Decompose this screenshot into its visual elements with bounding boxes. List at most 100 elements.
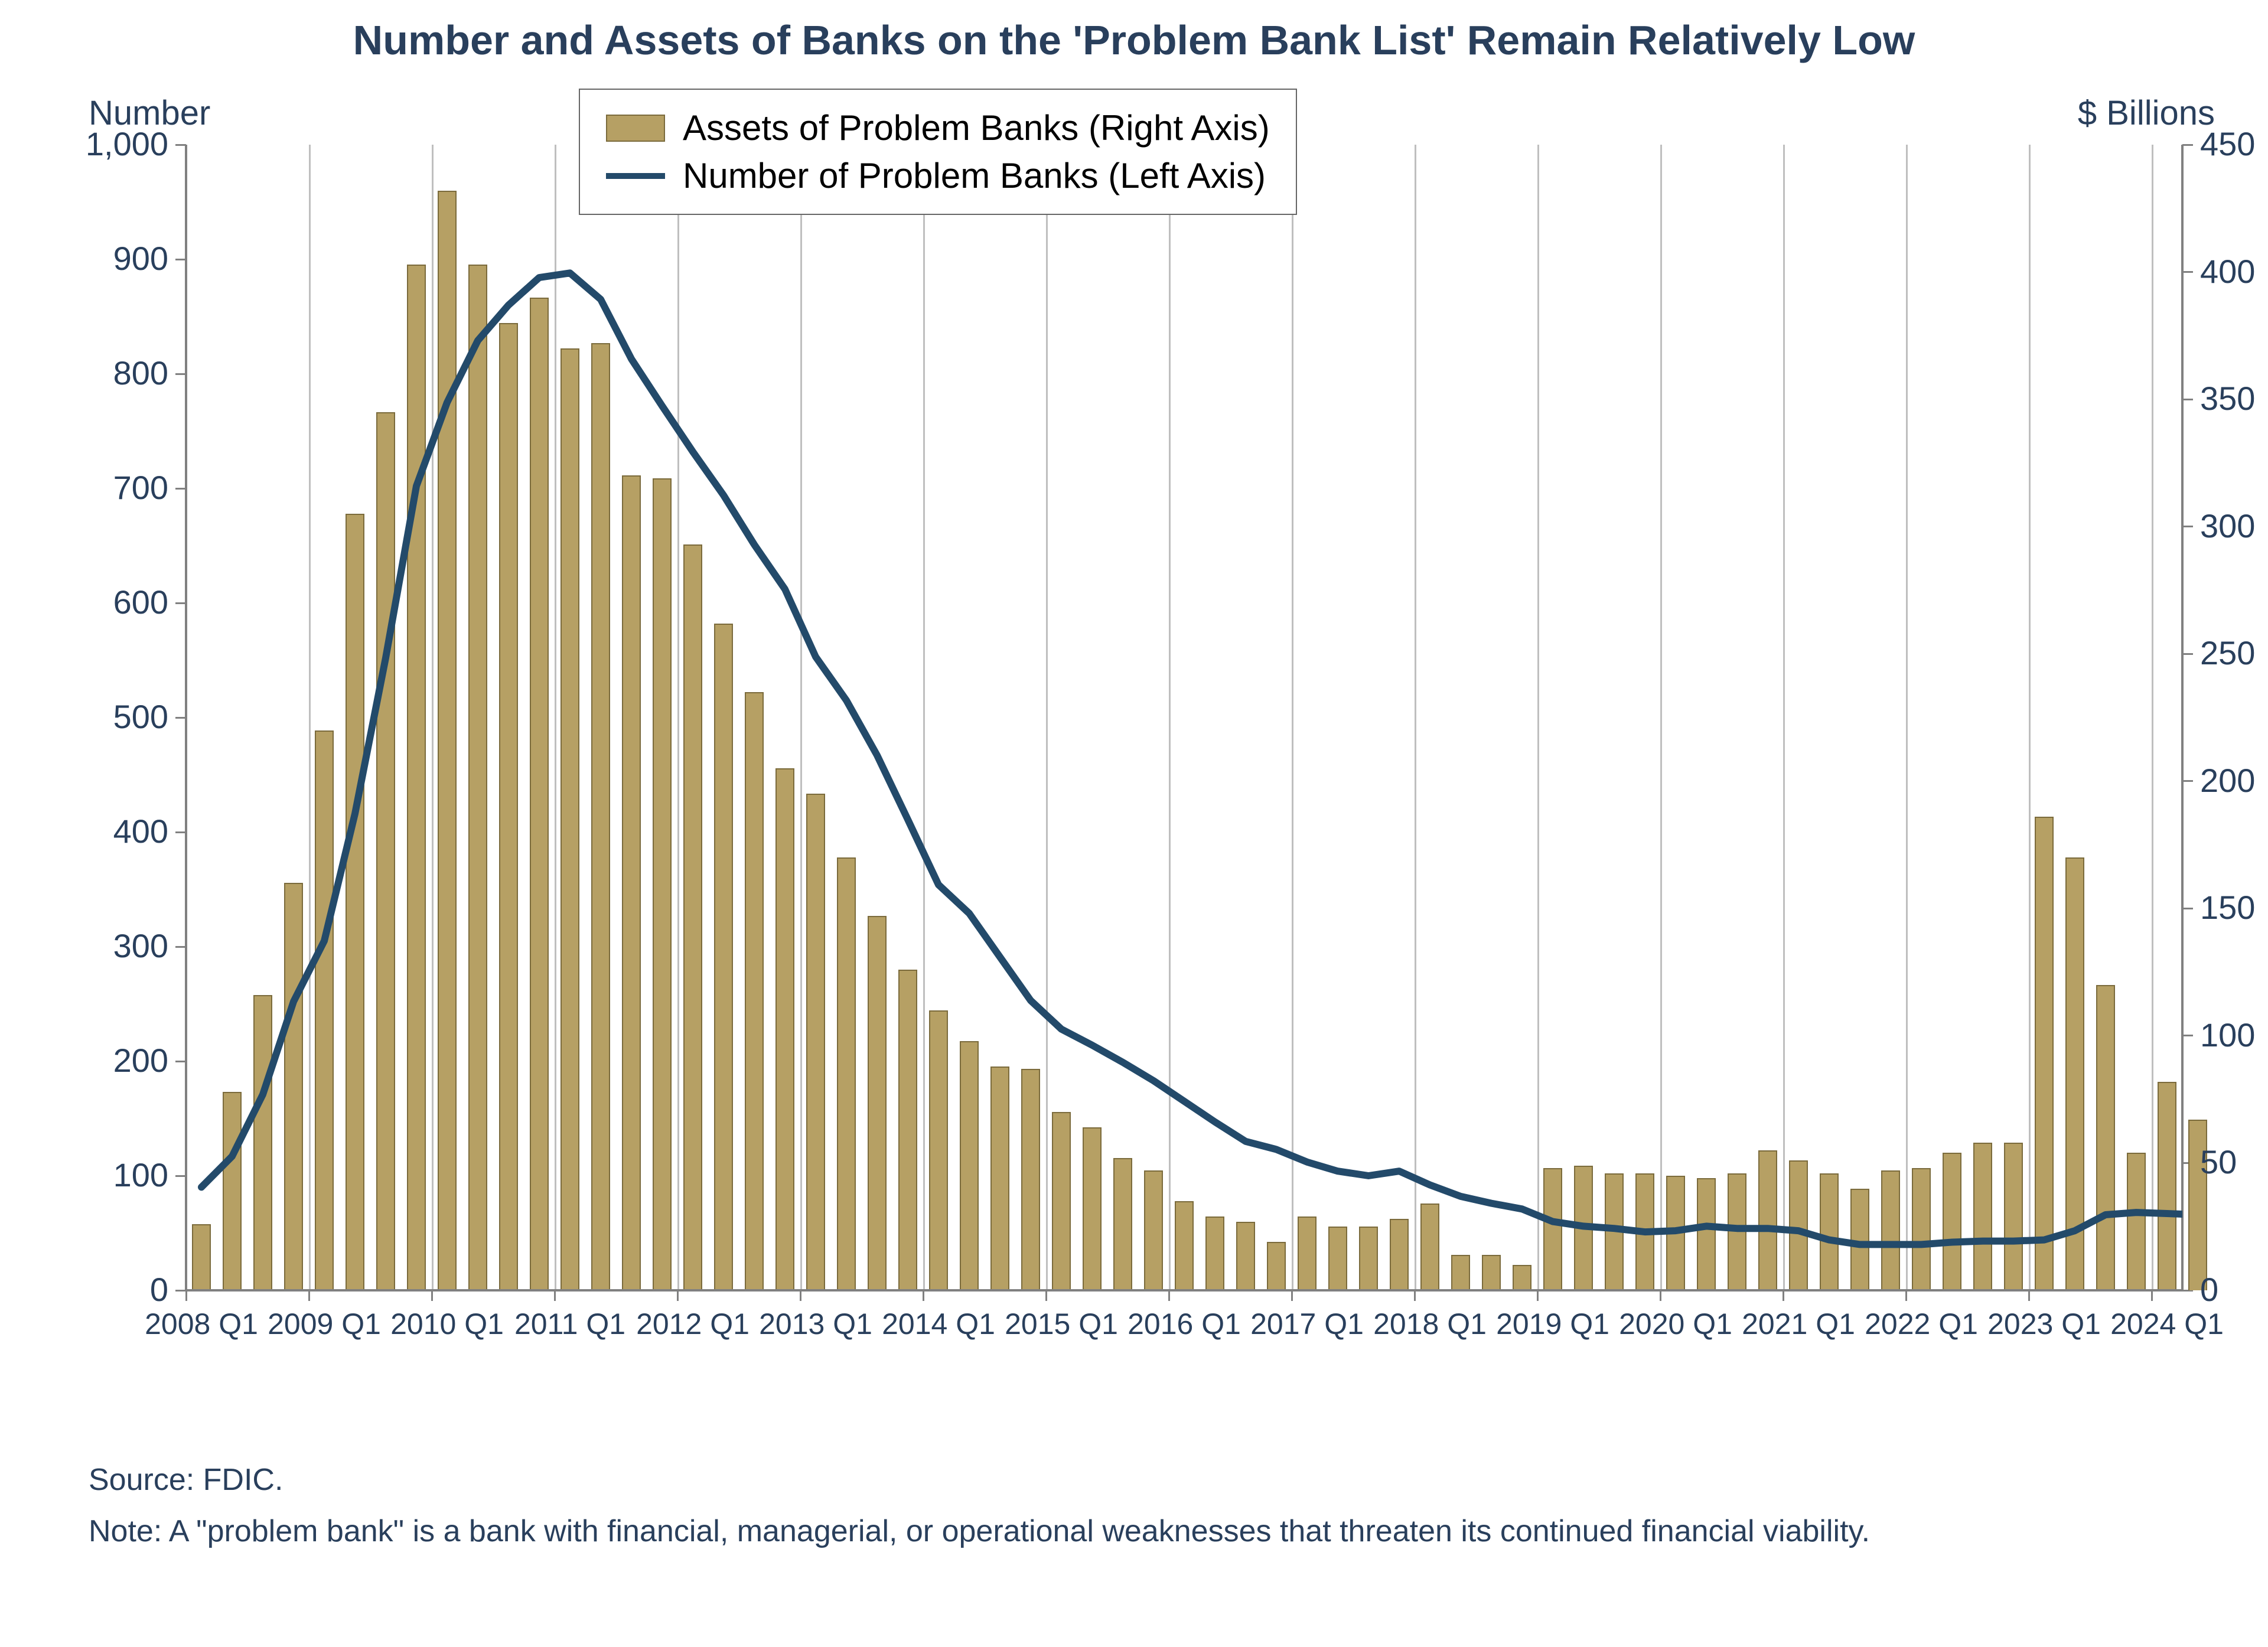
vgridline	[1783, 145, 1785, 1290]
x-tick-label: 2013 Q1	[759, 1307, 872, 1341]
y-right-tick	[2182, 653, 2193, 655]
x-tick-label: 2017 Q1	[1250, 1307, 1364, 1341]
bar	[1758, 1150, 1777, 1290]
bar	[1635, 1173, 1654, 1290]
legend-item: Number of Problem Banks (Left Axis)	[606, 152, 1270, 200]
x-tick	[1905, 1290, 1907, 1301]
vgridline	[1169, 145, 1171, 1290]
vgridline	[1906, 145, 1908, 1290]
vgridline	[677, 145, 679, 1290]
bar	[1728, 1173, 1746, 1290]
y-right-tick-label: 200	[2200, 761, 2255, 800]
legend-swatch-bar	[606, 115, 665, 142]
y-right-tick-label: 450	[2200, 125, 2255, 163]
x-tick	[677, 1290, 679, 1301]
y-right-tick	[2182, 1035, 2193, 1036]
bar	[1850, 1189, 1869, 1290]
legend-label: Number of Problem Banks (Left Axis)	[683, 152, 1266, 200]
vgridline	[2152, 145, 2153, 1290]
bar	[1482, 1255, 1501, 1290]
x-tick	[2028, 1290, 2030, 1301]
y-right-tick-label: 50	[2200, 1143, 2237, 1181]
bar	[1359, 1227, 1378, 1290]
x-tick	[1291, 1290, 1293, 1301]
bar	[1021, 1069, 1040, 1290]
y-right-tick-label: 300	[2200, 507, 2255, 545]
vgridline	[1415, 145, 1416, 1290]
y-right-tick	[2182, 271, 2193, 273]
bar	[407, 265, 426, 1290]
y-left-tick-label: 500	[50, 697, 168, 736]
y-left-tick-label: 0	[50, 1270, 168, 1309]
x-tick-label: 2012 Q1	[636, 1307, 750, 1341]
y-left-tick-label: 100	[50, 1156, 168, 1194]
bar	[929, 1010, 948, 1290]
legend-label: Assets of Problem Banks (Right Axis)	[683, 104, 1270, 152]
x-tick-label: 2018 Q1	[1373, 1307, 1487, 1341]
x-tick-label: 2014 Q1	[882, 1307, 995, 1341]
axis-line	[186, 1289, 2182, 1291]
bar	[1697, 1178, 1716, 1290]
y-left-tick-label: 300	[50, 927, 168, 965]
bar	[1943, 1153, 1961, 1290]
bar	[1513, 1265, 1531, 1290]
x-tick	[1537, 1290, 1539, 1301]
y-right-tick	[2182, 144, 2193, 146]
bar	[2035, 817, 2054, 1290]
bar	[1881, 1170, 1900, 1290]
vgridline	[2029, 145, 2031, 1290]
bar	[499, 323, 518, 1290]
x-tick-label: 2016 Q1	[1128, 1307, 1241, 1341]
x-tick-label: 2019 Q1	[1496, 1307, 1609, 1341]
y-right-tick-label: 250	[2200, 634, 2255, 672]
x-tick-label: 2009 Q1	[268, 1307, 381, 1341]
bar	[1175, 1201, 1194, 1290]
x-tick	[308, 1290, 310, 1301]
bar	[1451, 1255, 1470, 1290]
bar	[284, 883, 303, 1290]
source-text: Source: FDIC.	[89, 1462, 283, 1498]
x-tick	[185, 1290, 187, 1301]
y-right-tick	[2182, 908, 2193, 909]
x-tick	[431, 1290, 433, 1301]
y-right-tick-label: 350	[2200, 379, 2255, 418]
y-right-tick	[2182, 399, 2193, 400]
bar	[898, 970, 917, 1290]
x-tick-label: 2021 Q1	[1742, 1307, 1855, 1341]
vgridline	[309, 145, 311, 1290]
y-left-tick-label: 200	[50, 1041, 168, 1079]
y-left-tick-label: 700	[50, 468, 168, 507]
bar	[1083, 1127, 1102, 1290]
plot-area	[186, 145, 2182, 1290]
y-right-tick	[2182, 780, 2193, 782]
y-right-tick-label: 0	[2200, 1270, 2218, 1309]
bar	[1543, 1168, 1562, 1290]
bar	[2127, 1153, 2146, 1290]
bar	[315, 730, 334, 1290]
x-tick	[1168, 1290, 1170, 1301]
bar	[2096, 985, 2115, 1290]
bar	[561, 348, 579, 1290]
vgridline	[800, 145, 802, 1290]
bar	[683, 544, 702, 1290]
bar	[1666, 1176, 1685, 1290]
legend: Assets of Problem Banks (Right Axis)Numb…	[579, 89, 1297, 215]
x-tick-label: 2023 Q1	[1987, 1307, 2101, 1341]
footnote-text: Note: A "problem bank" is a bank with fi…	[89, 1511, 2215, 1552]
bar	[960, 1041, 979, 1290]
bar	[1973, 1143, 1992, 1290]
bar	[530, 298, 549, 1290]
x-tick	[1045, 1290, 1047, 1301]
vgridline	[1046, 145, 1048, 1290]
legend-swatch-line	[606, 173, 665, 179]
y-right-tick-label: 400	[2200, 252, 2255, 291]
bar	[346, 514, 364, 1290]
x-tick	[1414, 1290, 1416, 1301]
x-tick	[1660, 1290, 1661, 1301]
axis-line	[185, 145, 187, 1290]
bar	[1052, 1112, 1071, 1290]
x-tick-label: 2011 Q1	[514, 1307, 625, 1341]
y-right-tick-label: 150	[2200, 888, 2255, 927]
x-tick	[554, 1290, 556, 1301]
bar	[1267, 1242, 1286, 1290]
